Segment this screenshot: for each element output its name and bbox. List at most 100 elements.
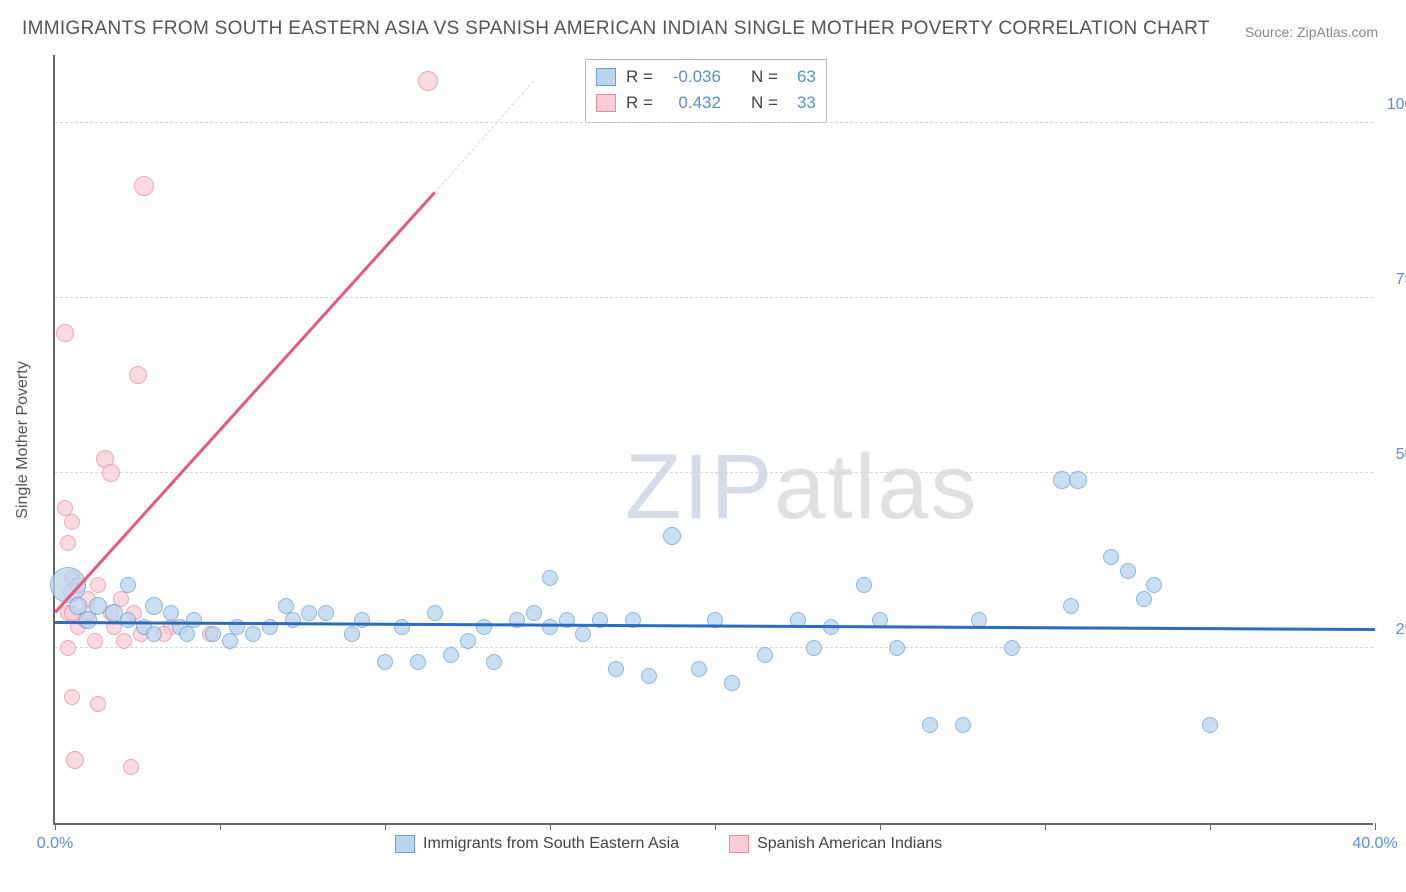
- x-tick: [220, 823, 221, 830]
- data-point-a: [285, 612, 301, 628]
- x-tick: [55, 823, 56, 830]
- gridline: [55, 297, 1373, 298]
- stats-row-a: R = -0.036 N = 63: [596, 64, 816, 90]
- y-tick-label: 25.0%: [1381, 621, 1406, 639]
- data-point-a: [955, 717, 971, 733]
- data-point-a: [526, 605, 542, 621]
- data-point-a: [79, 611, 97, 629]
- data-point-a: [691, 661, 707, 677]
- swatch-series-a: [596, 68, 616, 86]
- data-point-a: [427, 605, 443, 621]
- x-tick: [880, 823, 881, 830]
- data-point-a: [641, 668, 657, 684]
- x-tick: [1045, 823, 1046, 830]
- x-tick: [1375, 823, 1376, 830]
- watermark-zip: ZIP: [625, 436, 774, 538]
- data-point-a: [575, 626, 591, 642]
- data-point-a: [476, 619, 492, 635]
- data-point-a: [377, 654, 393, 670]
- data-point-b: [102, 464, 120, 482]
- y-tick-label: 50.0%: [1381, 446, 1406, 464]
- legend-label-a: Immigrants from South Eastern Asia: [423, 835, 679, 853]
- r-label-a: R =: [626, 67, 653, 87]
- data-point-a: [344, 626, 360, 642]
- data-point-a: [186, 612, 202, 628]
- data-point-a: [460, 633, 476, 649]
- data-point-b: [129, 366, 147, 384]
- data-point-a: [806, 640, 822, 656]
- data-point-b: [90, 577, 106, 593]
- data-point-a: [1053, 471, 1071, 489]
- data-point-b: [418, 71, 438, 91]
- n-value-b: 33: [788, 93, 816, 113]
- source-attribution: Source: ZipAtlas.com: [1245, 24, 1378, 40]
- data-point-a: [889, 640, 905, 656]
- y-tick-label: 100.0%: [1381, 96, 1406, 114]
- legend-swatch-a: [395, 835, 415, 853]
- x-tick: [385, 823, 386, 830]
- plot-area: ZIPatlas R = -0.036 N = 63 R = 0.432 N =…: [53, 55, 1373, 825]
- chart-title: IMMIGRANTS FROM SOUTH EASTERN ASIA VS SP…: [22, 18, 1210, 40]
- data-point-a: [724, 675, 740, 691]
- watermark-atlas: atlas: [774, 436, 978, 538]
- gridline: [55, 122, 1373, 123]
- data-point-b: [123, 759, 139, 775]
- data-point-a: [856, 577, 872, 593]
- data-point-a: [318, 605, 334, 621]
- data-point-a: [120, 577, 136, 593]
- data-point-a: [1103, 549, 1119, 565]
- swatch-series-b: [596, 94, 616, 112]
- data-point-a: [179, 626, 195, 642]
- legend-item-a: Immigrants from South Eastern Asia: [395, 835, 679, 853]
- r-label-b: R =: [626, 93, 653, 113]
- data-point-b: [87, 633, 103, 649]
- data-point-a: [354, 612, 370, 628]
- data-point-a: [486, 654, 502, 670]
- data-point-a: [1136, 591, 1152, 607]
- data-point-a: [205, 626, 221, 642]
- data-point-a: [301, 605, 317, 621]
- data-point-a: [146, 626, 162, 642]
- data-point-a: [1120, 563, 1136, 579]
- x-tick: [715, 823, 716, 830]
- n-label-a: N =: [751, 67, 778, 87]
- data-point-b: [56, 324, 74, 342]
- legend-label-b: Spanish American Indians: [757, 835, 942, 853]
- x-tick: [1210, 823, 1211, 830]
- x-tick-label: 0.0%: [37, 835, 73, 853]
- data-point-a: [608, 661, 624, 677]
- data-point-a: [245, 626, 261, 642]
- data-point-a: [542, 570, 558, 586]
- n-label-b: N =: [751, 93, 778, 113]
- data-point-a: [222, 633, 238, 649]
- data-point-a: [1063, 598, 1079, 614]
- stats-row-b: R = 0.432 N = 33: [596, 90, 816, 116]
- n-value-a: 63: [788, 67, 816, 87]
- bottom-legend: Immigrants from South Eastern Asia Spani…: [395, 835, 942, 853]
- data-point-b: [64, 689, 80, 705]
- gridline: [55, 647, 1373, 648]
- data-point-a: [1202, 717, 1218, 733]
- data-point-b: [60, 535, 76, 551]
- data-point-a: [394, 619, 410, 635]
- trend-line: [434, 80, 534, 193]
- data-point-b: [134, 176, 154, 196]
- data-point-a: [443, 647, 459, 663]
- r-value-a: -0.036: [663, 67, 721, 87]
- data-point-b: [116, 633, 132, 649]
- data-point-a: [145, 597, 163, 615]
- legend-swatch-b: [729, 835, 749, 853]
- gridline: [55, 472, 1373, 473]
- trend-line: [54, 191, 435, 613]
- x-tick-label: 40.0%: [1352, 835, 1397, 853]
- data-point-a: [120, 612, 136, 628]
- data-point-a: [410, 654, 426, 670]
- data-point-a: [663, 527, 681, 545]
- data-point-a: [1146, 577, 1162, 593]
- data-point-b: [60, 640, 76, 656]
- stats-legend: R = -0.036 N = 63 R = 0.432 N = 33: [585, 59, 827, 123]
- data-point-a: [922, 717, 938, 733]
- data-point-a: [757, 647, 773, 663]
- data-point-a: [163, 605, 179, 621]
- data-point-a: [1069, 471, 1087, 489]
